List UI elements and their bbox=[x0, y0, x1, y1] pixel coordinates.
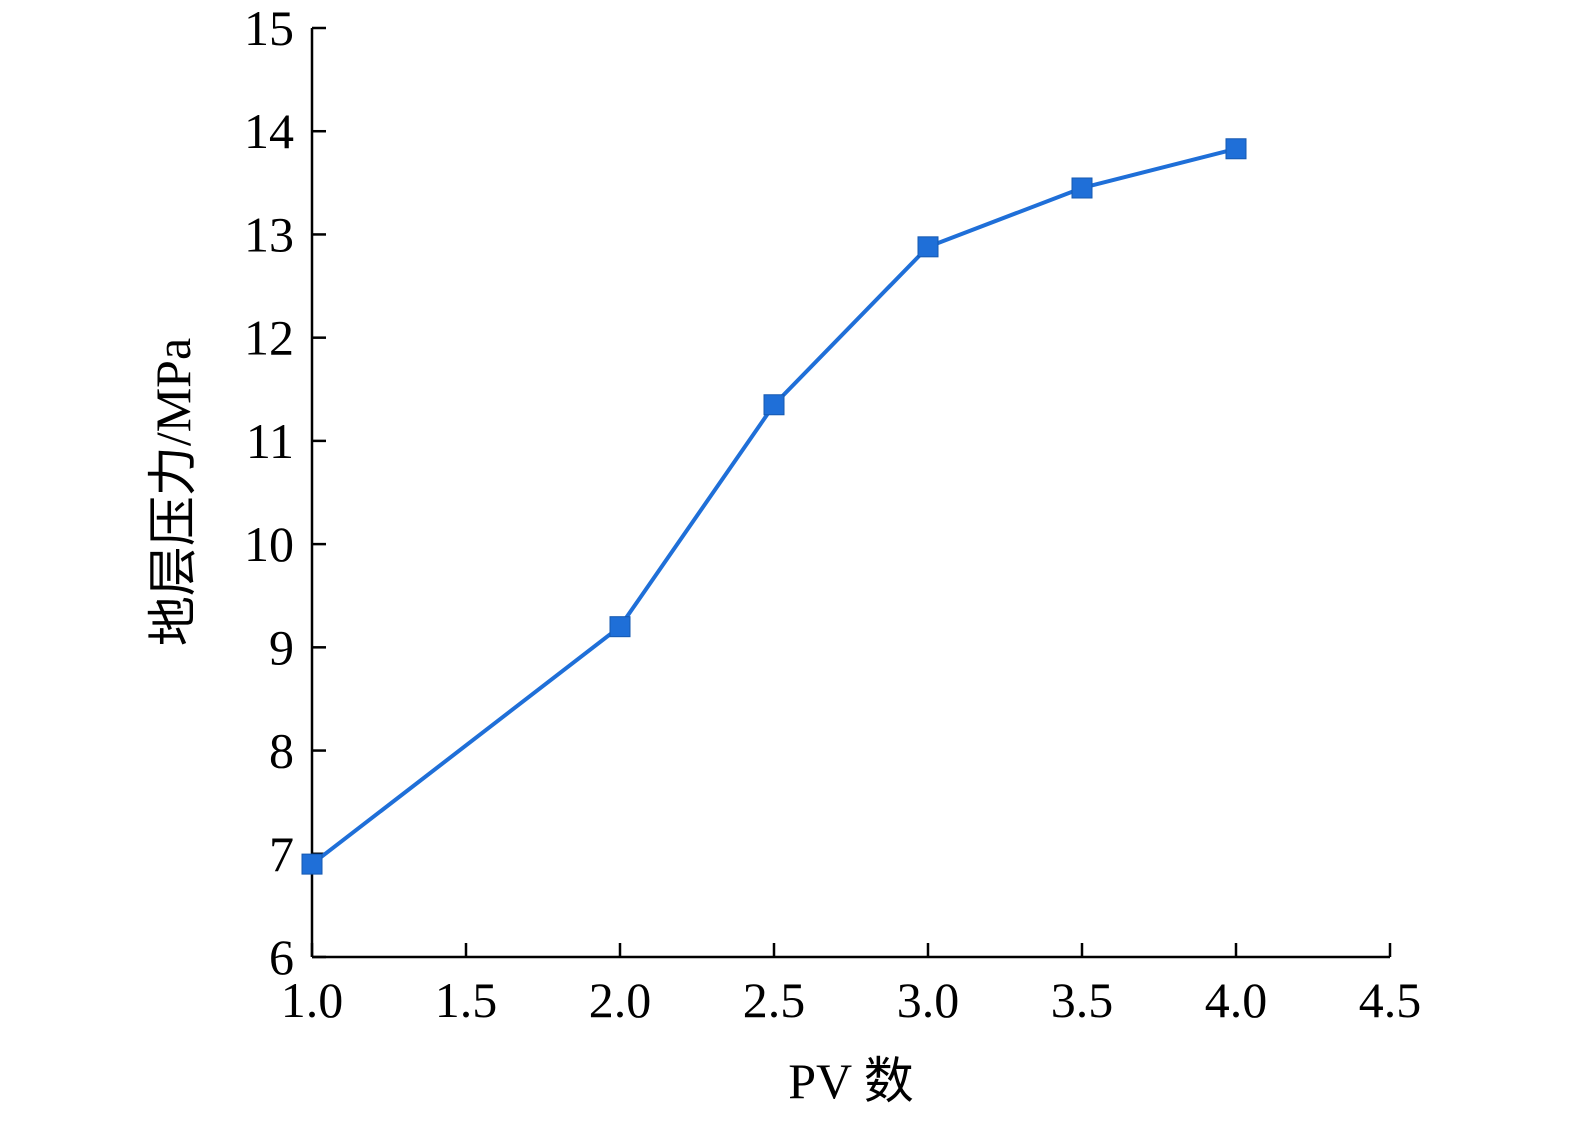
data-point-marker bbox=[1225, 138, 1247, 160]
x-axis-title: PV 数 bbox=[788, 1053, 914, 1109]
y-tick-label: 15 bbox=[244, 0, 294, 56]
y-tick-label: 14 bbox=[244, 103, 294, 159]
y-tick-label: 9 bbox=[269, 619, 294, 675]
y-tick-label: 11 bbox=[246, 413, 294, 469]
data-point-marker bbox=[609, 616, 631, 638]
y-tick-label: 13 bbox=[244, 206, 294, 262]
y-tick-label: 7 bbox=[269, 826, 294, 882]
x-tick-label: 2.5 bbox=[743, 972, 806, 1028]
data-point-marker bbox=[763, 394, 785, 416]
x-tick-label: 1.5 bbox=[435, 972, 498, 1028]
y-tick-label: 12 bbox=[244, 310, 294, 366]
x-tick-label: 4.5 bbox=[1359, 972, 1422, 1028]
series-layer bbox=[301, 138, 1247, 875]
x-tick-label: 4.0 bbox=[1205, 972, 1268, 1028]
series-line bbox=[310, 146, 1237, 866]
x-tick-label: 1.0 bbox=[281, 972, 344, 1028]
axes: 6 7 8 9 10 11 12 13 14 15 1.0 1.5 2.0 2.5 3.0 3.5 4.0 4.5 bbox=[244, 0, 1421, 1028]
data-point-marker bbox=[301, 853, 323, 875]
data-point-marker bbox=[917, 236, 939, 258]
y-tick-label: 10 bbox=[244, 516, 294, 572]
x-tick-label: 2.0 bbox=[589, 972, 652, 1028]
y-tick-label: 8 bbox=[269, 723, 294, 779]
data-point-marker bbox=[1071, 177, 1093, 199]
x-tick-label: 3.5 bbox=[1051, 972, 1114, 1028]
y-tick-label: 6 bbox=[269, 929, 294, 985]
y-axis-title: 地层压力/MPa bbox=[145, 338, 201, 646]
x-tick-label: 3.0 bbox=[897, 972, 960, 1028]
